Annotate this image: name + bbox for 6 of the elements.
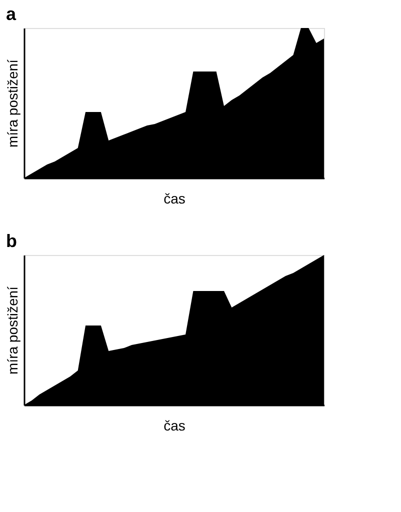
x-axis-title: čas <box>164 190 186 206</box>
chart-title: a <box>6 4 17 24</box>
x-axis-title: čas <box>164 418 186 434</box>
chart-title: b <box>6 231 17 251</box>
y-axis-title: míra postižení <box>4 286 20 374</box>
y-axis-title: míra postižení <box>4 59 20 148</box>
